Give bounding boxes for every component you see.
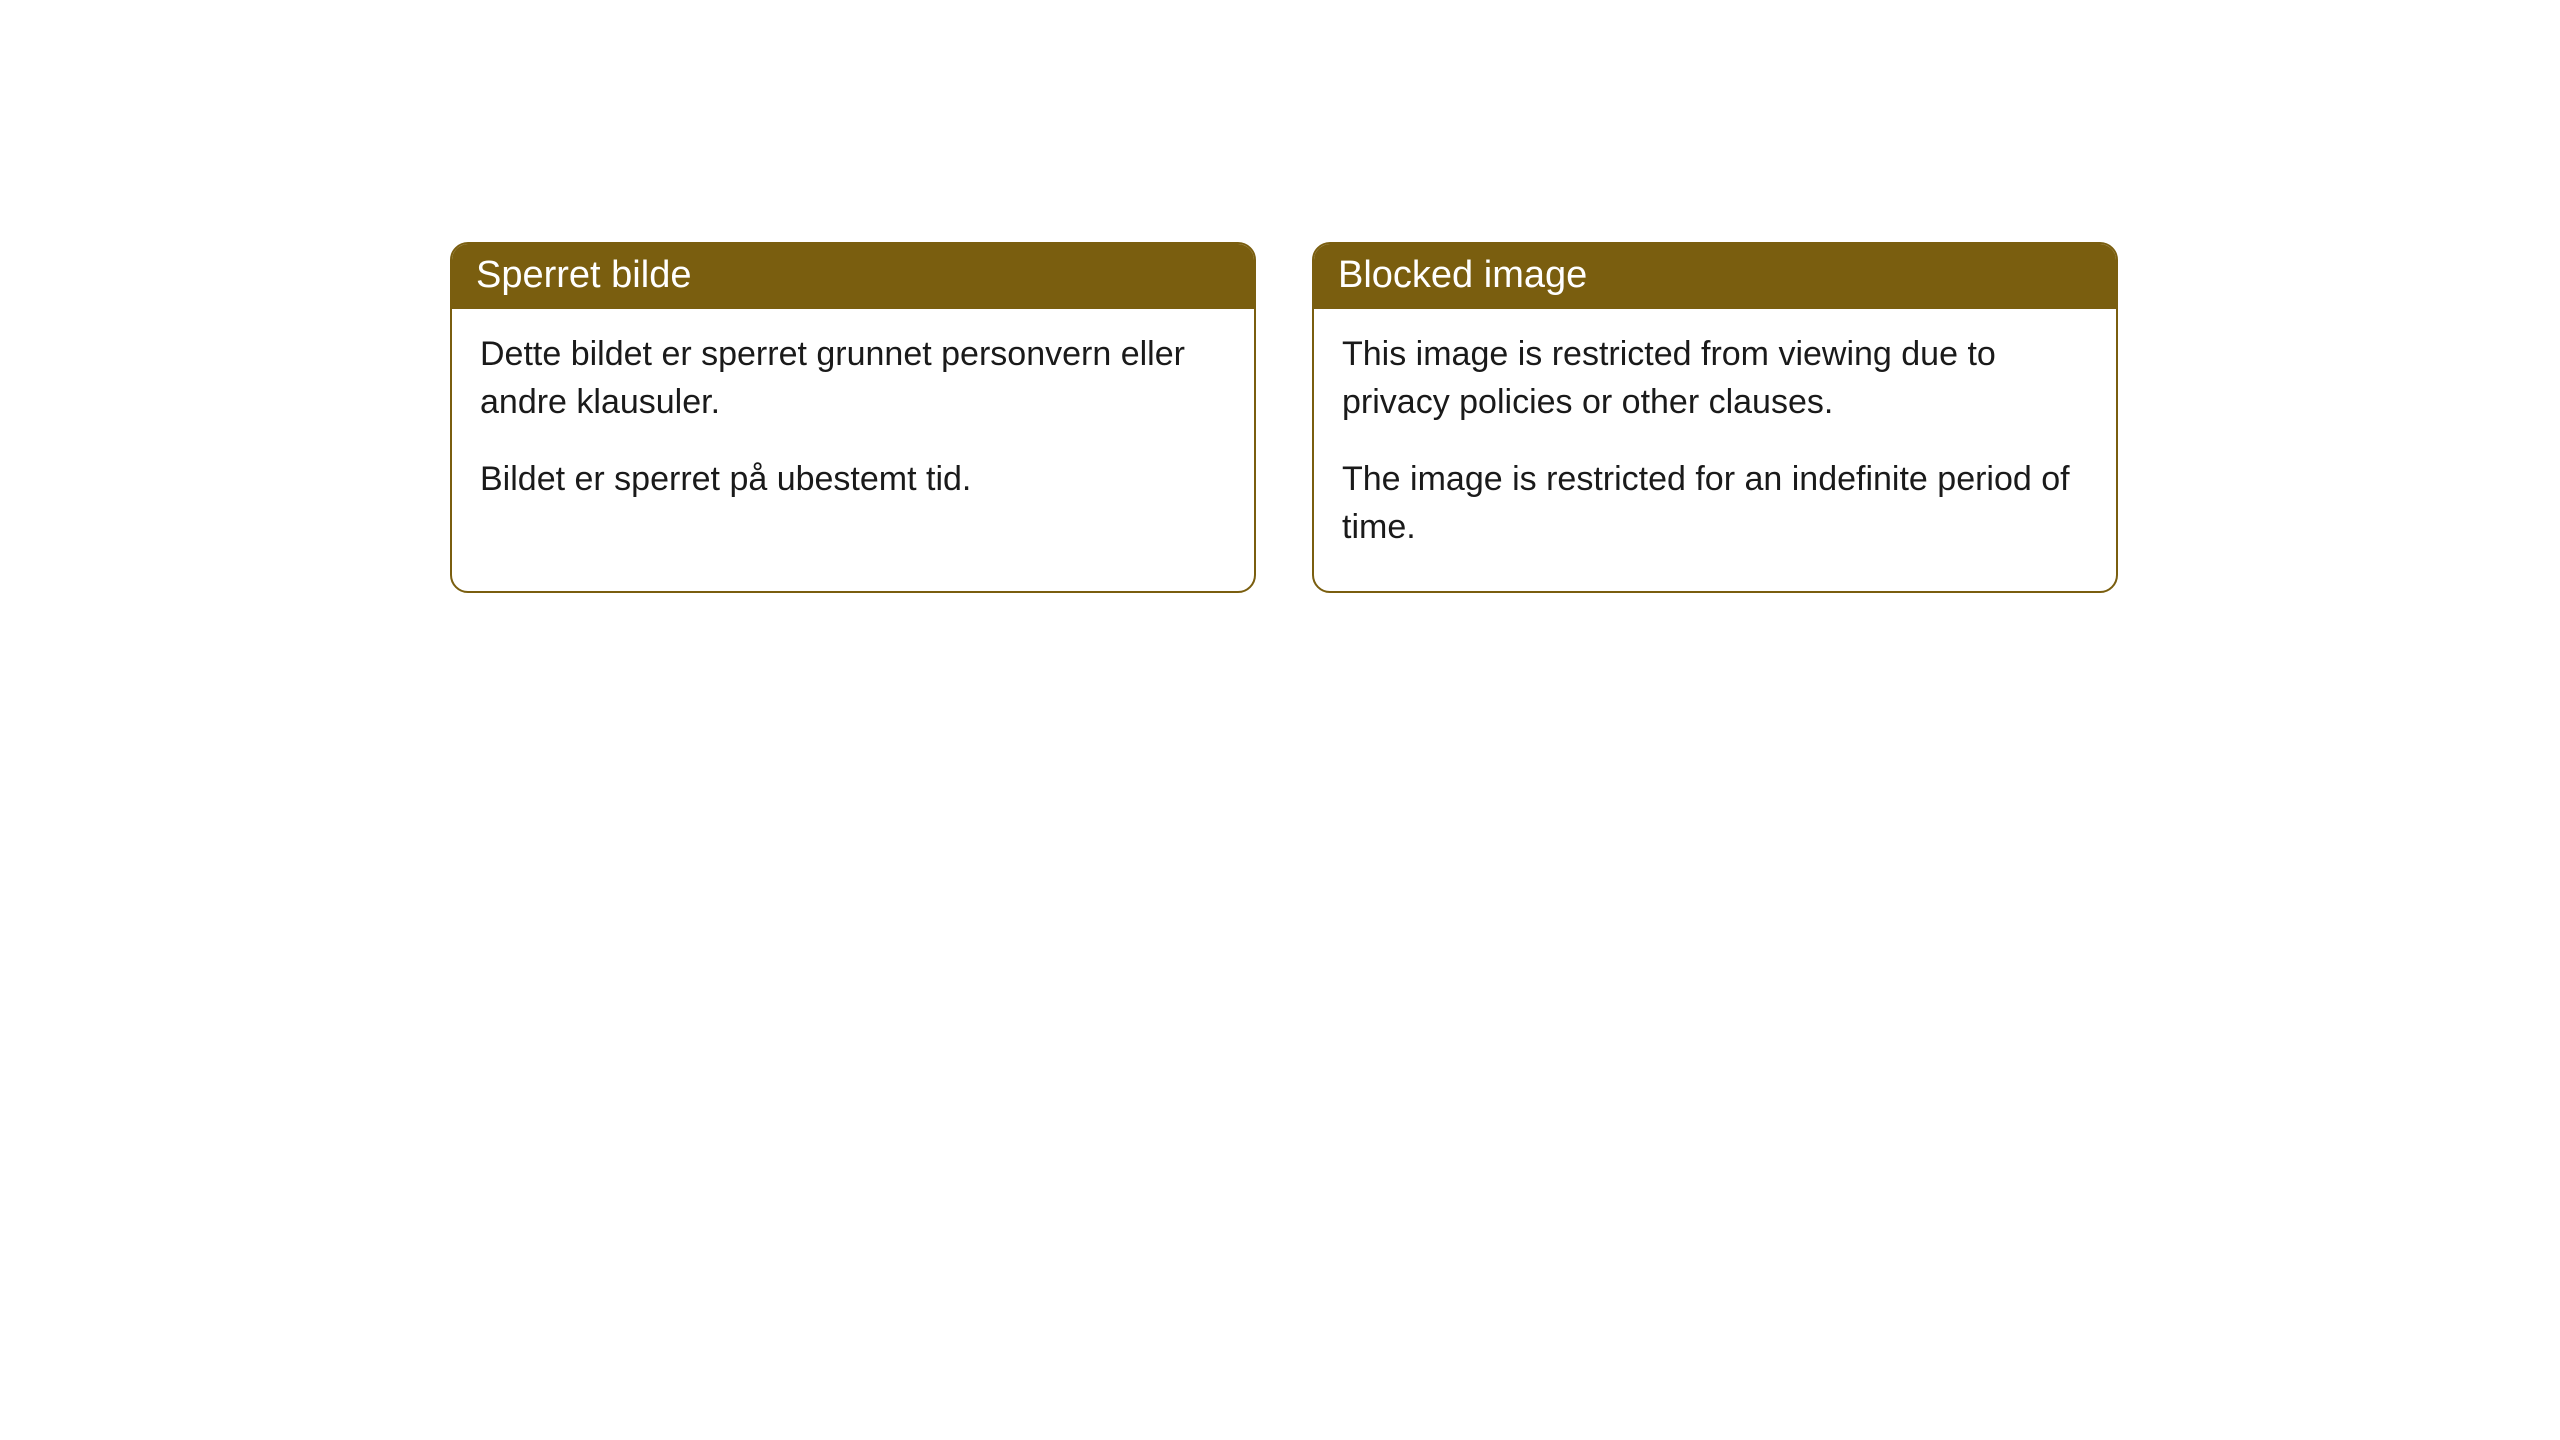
card-body-norwegian: Dette bildet er sperret grunnet personve… — [452, 309, 1254, 544]
notice-cards-container: Sperret bilde Dette bildet er sperret gr… — [450, 242, 2118, 593]
card-header-english: Blocked image — [1314, 244, 2116, 309]
notice-card-norwegian: Sperret bilde Dette bildet er sperret gr… — [450, 242, 1256, 593]
card-paragraph: This image is restricted from viewing du… — [1342, 331, 2088, 426]
card-title: Blocked image — [1338, 254, 1587, 296]
card-paragraph: Dette bildet er sperret grunnet personve… — [480, 331, 1226, 426]
card-header-norwegian: Sperret bilde — [452, 244, 1254, 309]
notice-card-english: Blocked image This image is restricted f… — [1312, 242, 2118, 593]
card-title: Sperret bilde — [476, 254, 691, 296]
card-body-english: This image is restricted from viewing du… — [1314, 309, 2116, 591]
card-paragraph: Bildet er sperret på ubestemt tid. — [480, 456, 1226, 504]
card-paragraph: The image is restricted for an indefinit… — [1342, 456, 2088, 551]
